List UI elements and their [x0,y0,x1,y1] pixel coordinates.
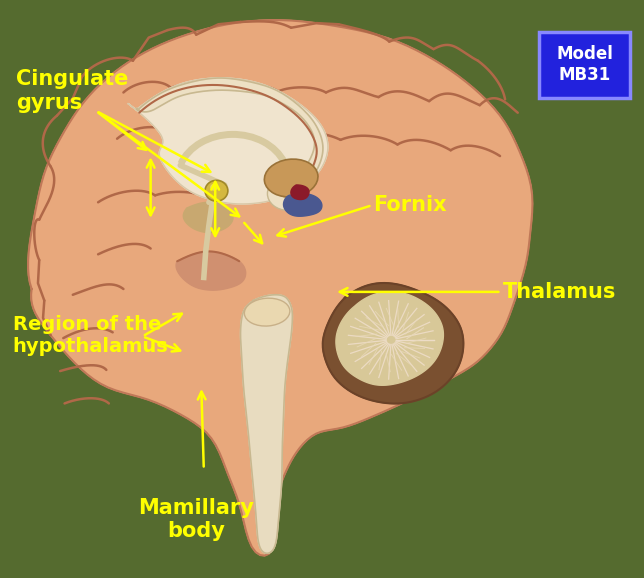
Ellipse shape [244,298,290,326]
Circle shape [210,184,218,191]
Polygon shape [291,185,309,199]
Polygon shape [28,20,533,555]
Text: Model
MB31: Model MB31 [556,45,613,84]
Polygon shape [240,295,292,553]
Circle shape [205,180,228,201]
Polygon shape [128,78,328,204]
FancyBboxPatch shape [539,32,630,98]
Ellipse shape [264,159,318,197]
Polygon shape [323,283,464,403]
Text: Mamillary
body: Mamillary body [138,498,254,542]
Text: Fornix: Fornix [374,195,447,215]
Ellipse shape [267,177,308,210]
Text: Region of the
hypothalamus: Region of the hypothalamus [13,315,169,355]
Text: Cingulate
gyrus: Cingulate gyrus [16,69,128,113]
Polygon shape [336,292,444,386]
Polygon shape [137,78,323,198]
Polygon shape [176,251,245,290]
Polygon shape [283,194,322,216]
Text: Thalamus: Thalamus [503,282,616,302]
Polygon shape [184,202,233,232]
